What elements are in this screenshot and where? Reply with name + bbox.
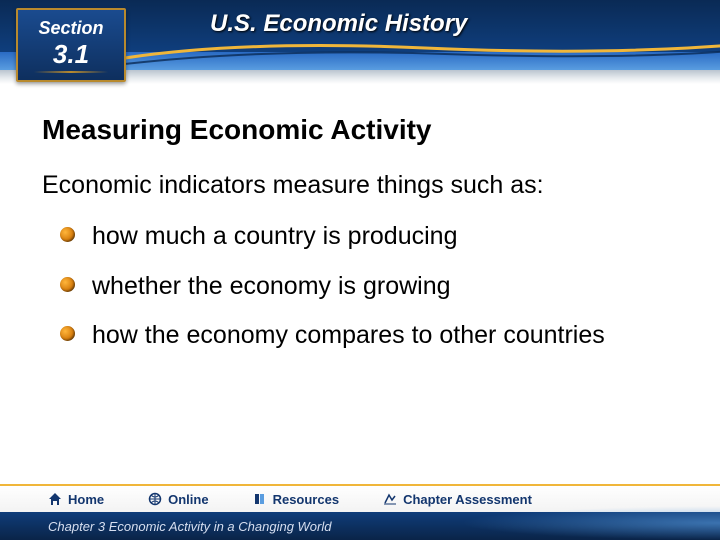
slide-header: Section 3.1 U.S. Economic History (0, 0, 720, 96)
section-label: Section (38, 18, 103, 39)
nav-label: Home (68, 492, 104, 507)
header-title: U.S. Economic History (210, 10, 467, 38)
slide-content: Measuring Economic Activity Economic ind… (0, 96, 720, 351)
footer-chapter: Chapter 3 Economic Activity in a Changin… (0, 512, 720, 540)
nav-online[interactable]: Online (148, 492, 208, 507)
slide-intro: Economic indicators measure things such … (42, 170, 678, 201)
list-item: whether the economy is growing (60, 271, 678, 302)
list-item: how the economy compares to other countr… (60, 320, 678, 351)
nav-label: Resources (273, 492, 339, 507)
nav-resources[interactable]: Resources (253, 492, 339, 507)
nav-chapter-assessment[interactable]: Chapter Assessment (383, 492, 532, 507)
slide-footer: Home Online Resources Chapter Assessment… (0, 484, 720, 540)
assessment-icon (383, 492, 397, 506)
nav-home[interactable]: Home (48, 492, 104, 507)
footer-nav: Home Online Resources Chapter Assessment (0, 486, 720, 512)
online-icon (148, 492, 162, 506)
list-item: how much a country is producing (60, 221, 678, 252)
slide-title: Measuring Economic Activity (42, 114, 678, 146)
section-number: 3.1 (53, 41, 89, 67)
section-badge: Section 3.1 (16, 8, 126, 82)
bullet-list: how much a country is producing whether … (42, 221, 678, 351)
resources-icon (253, 492, 267, 506)
nav-label: Chapter Assessment (403, 492, 532, 507)
home-icon (48, 492, 62, 506)
badge-divider (34, 71, 108, 73)
nav-label: Online (168, 492, 208, 507)
